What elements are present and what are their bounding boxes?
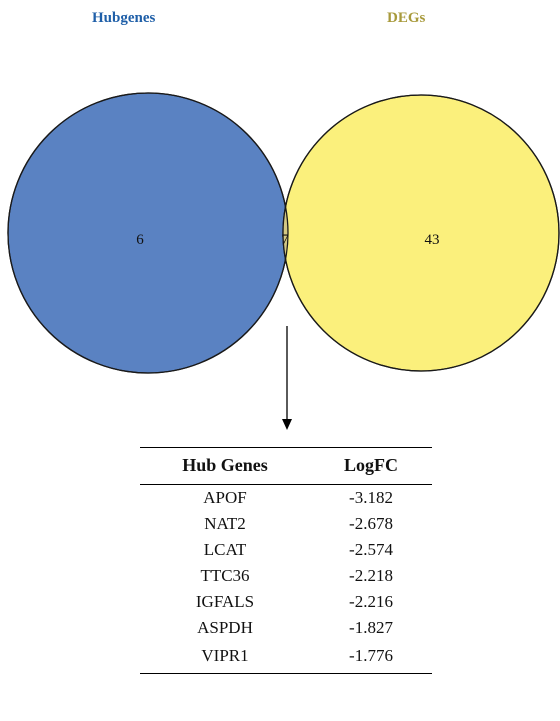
logfc-cell: -2.218 <box>349 566 393 585</box>
gene-cell: APOF <box>203 488 247 507</box>
table-header-row: Hub Genes LogFC <box>140 447 432 485</box>
set-b-only-count: 43 <box>425 232 440 248</box>
set-a-only-count: 6 <box>136 232 144 248</box>
table-row: NAT2 -2.678 <box>140 511 432 537</box>
table-row: ASPDH -1.827 <box>140 615 432 641</box>
set-b-circle <box>282 94 560 372</box>
table-row: APOF -3.182 <box>140 485 432 512</box>
hub-genes-table: Hub Genes LogFC APOF -3.182 NAT2 -2.678 LC… <box>140 447 432 674</box>
table-row: IGFALS -2.216 <box>140 589 432 615</box>
table-row: LCAT -2.574 <box>140 537 432 563</box>
logfc-cell: -2.216 <box>349 592 393 611</box>
arrow-head <box>282 419 292 430</box>
logfc-cell: -2.574 <box>349 540 393 559</box>
gene-cell: IGFALS <box>195 592 255 611</box>
venn-diagram: 6 7 43 <box>7 92 560 430</box>
logfc-cell: -1.776 <box>310 641 432 674</box>
set-b-label: DEGs <box>387 10 426 26</box>
gene-cell: VIPR1 <box>140 641 310 674</box>
gene-cell: ASPDH <box>197 618 253 637</box>
logfc-cell: -2.678 <box>349 514 393 533</box>
set-a-label: Hubgenes <box>92 10 156 26</box>
logfc-cell: -1.827 <box>349 618 393 637</box>
table-row: VIPR1 -1.776 <box>140 641 432 674</box>
column-header-hub-genes: Hub Genes <box>140 447 310 485</box>
column-header-logfc: LogFC <box>310 447 432 485</box>
intersection-count: 7 <box>281 232 289 248</box>
set-a-circle <box>7 92 289 374</box>
gene-cell: LCAT <box>203 540 247 559</box>
logfc-cell: -3.182 <box>349 488 393 507</box>
table-row: TTC36 -2.218 <box>140 563 432 589</box>
gene-cell: TTC36 <box>200 566 250 585</box>
gene-cell: NAT2 <box>204 514 246 533</box>
